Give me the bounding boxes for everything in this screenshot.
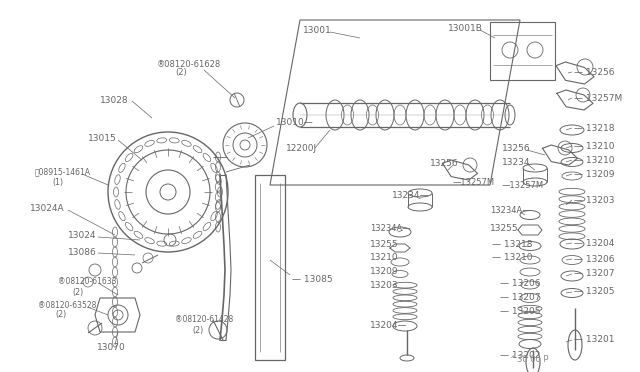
Text: 13010—: 13010— bbox=[276, 118, 314, 126]
Text: ®08120-61633: ®08120-61633 bbox=[58, 278, 116, 286]
Text: 13204—: 13204— bbox=[370, 321, 408, 330]
Text: — 13218: — 13218 bbox=[574, 124, 614, 132]
Text: 13070: 13070 bbox=[97, 343, 125, 353]
Text: 13234A—: 13234A— bbox=[490, 205, 531, 215]
Text: — 13210: — 13210 bbox=[574, 155, 614, 164]
Text: 13001: 13001 bbox=[303, 26, 332, 35]
Text: 13203: 13203 bbox=[370, 282, 399, 291]
Text: (2): (2) bbox=[72, 288, 83, 296]
Text: 13015: 13015 bbox=[88, 134, 116, 142]
Text: 13024A: 13024A bbox=[30, 203, 65, 212]
Text: — 13201: — 13201 bbox=[574, 336, 614, 344]
Text: (1): (1) bbox=[52, 177, 63, 186]
Text: — 13218: — 13218 bbox=[492, 240, 532, 248]
Text: — 13209: — 13209 bbox=[574, 170, 614, 179]
Text: 13234: 13234 bbox=[502, 157, 531, 167]
Text: ®08120-63528: ®08120-63528 bbox=[38, 301, 97, 310]
Text: —13257M: —13257M bbox=[502, 180, 544, 189]
Text: — 13203: — 13203 bbox=[574, 196, 614, 205]
Text: — 13210: — 13210 bbox=[574, 141, 614, 151]
Text: 13024: 13024 bbox=[68, 231, 97, 240]
Text: — 13210: — 13210 bbox=[492, 253, 532, 263]
Text: — 13207: — 13207 bbox=[574, 269, 614, 279]
Text: 12200J: 12200J bbox=[286, 144, 317, 153]
Text: ®08120-61628: ®08120-61628 bbox=[157, 60, 221, 68]
Text: 13028: 13028 bbox=[100, 96, 129, 105]
Text: — 13206: — 13206 bbox=[500, 279, 541, 288]
Text: 13234A—: 13234A— bbox=[370, 224, 411, 232]
Text: — 13256: — 13256 bbox=[574, 67, 614, 77]
Text: ®08120-61428: ®08120-61428 bbox=[175, 315, 233, 324]
Text: — 13204: — 13204 bbox=[574, 238, 614, 247]
Text: (2): (2) bbox=[55, 311, 67, 320]
Text: — 13085: — 13085 bbox=[292, 276, 333, 285]
Text: — 13207: — 13207 bbox=[500, 292, 541, 301]
Text: — 13206: — 13206 bbox=[574, 254, 614, 263]
Text: — 13205: — 13205 bbox=[500, 307, 541, 315]
Text: 13234—: 13234— bbox=[392, 190, 429, 199]
Text: — 13202: — 13202 bbox=[500, 350, 540, 359]
Text: (2): (2) bbox=[175, 67, 187, 77]
Bar bbox=[255, 175, 285, 360]
Text: 13209: 13209 bbox=[370, 267, 399, 276]
Text: — 13257M: — 13257M bbox=[574, 93, 622, 103]
Text: ^30 00 P: ^30 00 P bbox=[510, 356, 548, 365]
Text: 13256: 13256 bbox=[502, 144, 531, 153]
Text: 13256: 13256 bbox=[430, 158, 459, 167]
Text: 13255: 13255 bbox=[370, 240, 399, 248]
Text: 13210: 13210 bbox=[370, 253, 399, 263]
Text: 13086: 13086 bbox=[68, 247, 97, 257]
Text: 13001B: 13001B bbox=[448, 23, 483, 32]
Text: Ⓥ08915-1461A: Ⓥ08915-1461A bbox=[35, 167, 91, 176]
Text: 13255: 13255 bbox=[490, 224, 518, 232]
Text: — 13205: — 13205 bbox=[574, 288, 614, 296]
Text: —13257M: —13257M bbox=[453, 177, 495, 186]
Text: (2): (2) bbox=[192, 326, 204, 334]
